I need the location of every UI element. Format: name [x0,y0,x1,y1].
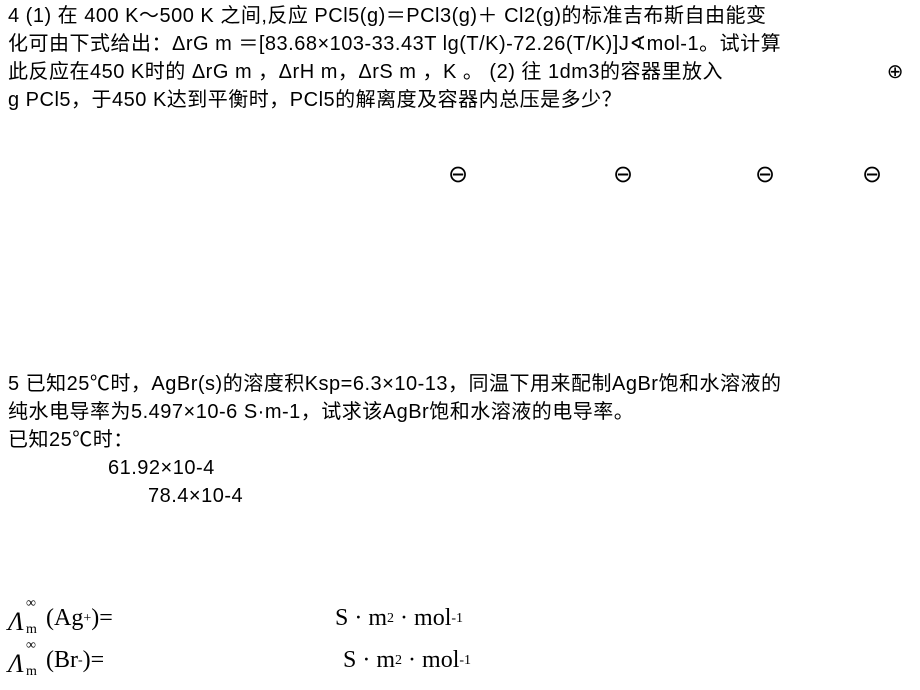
units-row-2: S · m2 · mol-1 [335,640,471,682]
problem-5-text: 5 已知25℃时，AgBr(s)的溶度积Ksp=6.3×10-13，同温下用来配… [8,370,912,510]
p4-line1: 4 (1) 在 400 K～500 K 之间,反应 PCl5(g)＝PCl3(g… [8,2,912,30]
theta-icon: ⊖ [755,158,775,192]
p5-value2: 78.4×10-4 [148,482,912,510]
theta-icon: ⊖ [448,158,468,192]
formula-block: Λ ∞ m (Ag+) = Λ ∞ m (Br-) = [8,598,113,682]
formula-br: Λ ∞ m (Br-) = [8,640,113,682]
p5-value1: 61.92×10-4 [108,454,912,482]
problem-4-text: 4 (1) 在 400 K～500 K 之间,反应 PCl5(g)＝PCl3(g… [8,2,912,114]
units-row-1: S · m2 · mol-1 [335,598,471,640]
p5-line2: 纯水电导率为5.497×10-6 S·m-1，试求该AgBr饱和水溶液的电导率。 [8,398,912,426]
theta-icon: ⊖ [862,158,882,192]
p4-line3: 此反应在450 K时的 ΔrG m ，ΔrH m，ΔrS m ，K 。 (2) … [8,58,912,86]
units-column: S · m2 · mol-1 S · m2 · mol-1 [335,598,471,682]
formula-ag: Λ ∞ m (Ag+) = [8,598,113,640]
p4-line2: 化可由下式给出：ΔrG m ＝[83.68×103-33.43T lg(T/K)… [8,30,912,58]
p4-line4: g PCl5，于450 K达到平衡时，PCl5的解离度及容器内总压是多少？ [8,86,912,114]
p5-line1: 5 已知25℃时，AgBr(s)的溶度积Ksp=6.3×10-13，同温下用来配… [8,370,912,398]
p5-line3: 已知25℃时： [8,426,912,454]
theta-icon: ⊖ [613,158,633,192]
